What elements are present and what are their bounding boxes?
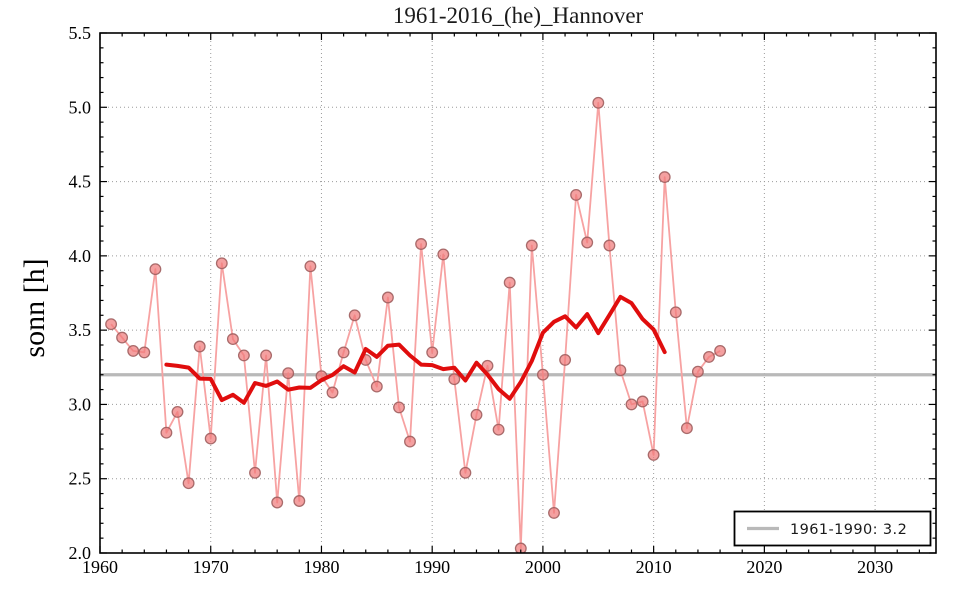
data-point [525, 239, 538, 252]
data-point [714, 344, 727, 357]
data-point [581, 236, 594, 249]
data-point [260, 349, 273, 362]
data-point [204, 432, 217, 445]
data-point [326, 386, 339, 399]
data-point [215, 257, 228, 270]
x-tick-label: 1990 [414, 557, 450, 577]
data-point [193, 340, 206, 353]
data-point [282, 367, 295, 380]
annual-series-line [110, 101, 721, 550]
data-point [160, 426, 173, 439]
x-tick-label: 2020 [746, 557, 782, 577]
x-tick-label: 2010 [636, 557, 672, 577]
data-point [658, 171, 671, 184]
data-point [337, 346, 350, 359]
y-tick-label: 4.5 [69, 172, 92, 192]
data-point [271, 496, 284, 509]
data-point [625, 398, 638, 411]
legend-label: 1961-1990: 3.2 [790, 522, 907, 538]
y-tick-label: 3.5 [69, 320, 92, 340]
annual-data-points [105, 96, 727, 553]
legend: 1961-1990: 3.2 [733, 510, 932, 547]
x-tick-label: 2000 [525, 557, 561, 577]
data-point [249, 466, 261, 479]
data-point [304, 260, 317, 273]
tick-labels: 1960 1970 1980 1990 2000 2010 2020 2030 2.0 2.5 3.… [69, 23, 894, 577]
data-point [492, 423, 505, 436]
y-tick-label: 2.5 [69, 469, 92, 489]
data-point [470, 408, 483, 421]
data-point [149, 263, 162, 276]
data-point [592, 96, 605, 109]
data-point [182, 477, 195, 490]
data-point [481, 359, 494, 372]
axis-ticks [99, 32, 936, 554]
data-point [293, 495, 306, 507]
data-point [370, 380, 383, 393]
x-tick-label: 2030 [857, 557, 893, 577]
data-point [459, 466, 472, 479]
plot-border [99, 32, 937, 554]
running-mean-line [164, 294, 667, 405]
data-point [348, 309, 361, 322]
data-point [415, 238, 428, 250]
data-point [570, 188, 583, 201]
data-point [669, 306, 682, 319]
data-point [680, 422, 693, 435]
data-point [237, 349, 250, 362]
y-tick-label: 5.0 [69, 97, 92, 117]
data-point [127, 344, 140, 357]
data-point [171, 405, 184, 418]
data-point [393, 401, 405, 414]
y-tick-label: 5.5 [69, 23, 92, 43]
data-point [647, 448, 660, 461]
y-axis-label: sonn [h] [18, 258, 51, 357]
data-point [548, 506, 560, 519]
y-tick-label: 4.0 [69, 246, 92, 266]
data-point [703, 350, 715, 363]
data-point [614, 364, 627, 377]
data-point [226, 333, 239, 346]
gridlines [100, 33, 936, 553]
y-tick-label: 2.0 [69, 543, 92, 563]
data-point [691, 365, 704, 378]
x-tick-label: 1980 [303, 557, 339, 577]
x-tick-label: 1960 [82, 557, 118, 577]
data-point [437, 248, 450, 261]
data-point [514, 542, 527, 553]
data-point [381, 291, 394, 304]
data-point [426, 346, 439, 359]
chart-title: 1961-2016_(he)_Hannover [393, 3, 644, 28]
data-point [636, 395, 649, 408]
data-point [448, 373, 461, 386]
data-point [138, 346, 151, 359]
data-point [503, 276, 516, 289]
y-tick-label: 3.0 [69, 394, 92, 414]
data-point [536, 368, 549, 381]
data-point [404, 435, 416, 448]
data-point [116, 331, 129, 344]
data-point [559, 353, 572, 366]
data-point [603, 239, 616, 252]
x-tick-label: 1970 [193, 557, 229, 577]
data-point [105, 318, 118, 331]
